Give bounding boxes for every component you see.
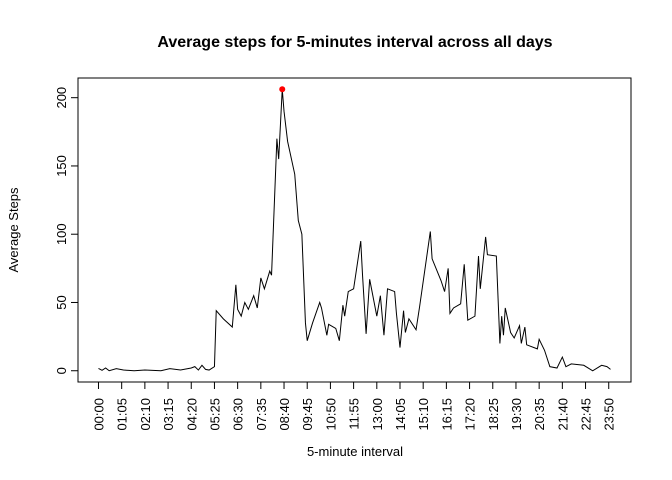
- x-tick-label: 06:30: [231, 398, 246, 431]
- x-tick-label: 20:35: [532, 398, 547, 431]
- x-tick-label: 05:25: [207, 398, 222, 431]
- y-tick-label: 150: [54, 155, 69, 177]
- x-tick-label: 16:15: [439, 398, 454, 431]
- plot-box: [77, 77, 632, 383]
- x-tick-label: 02:10: [138, 398, 153, 431]
- y-tick-label: 100: [54, 223, 69, 245]
- x-tick-label: 21:40: [555, 398, 570, 431]
- data-line: [98, 89, 611, 372]
- y-tick-label: 200: [54, 87, 69, 109]
- chart-title: Average steps for 5-minutes interval acr…: [157, 34, 552, 51]
- y-axis-label: Average Steps: [6, 187, 21, 273]
- x-tick-label: 11:55: [347, 398, 362, 430]
- x-tick-label: 03:15: [161, 398, 176, 431]
- x-axis-label: 5-minute interval: [307, 444, 403, 459]
- x-tick-label: 08:40: [277, 398, 292, 431]
- x-tick-label: 23:50: [602, 398, 617, 431]
- y-tick-label: 0: [54, 367, 69, 374]
- x-tick-label: 13:00: [370, 398, 385, 431]
- x-tick-label: 09:45: [300, 398, 315, 431]
- max-point: [279, 86, 286, 93]
- x-tick-label: 22:45: [579, 398, 594, 431]
- x-tick-label: 07:35: [254, 398, 269, 431]
- x-tick-label: 18:25: [486, 398, 501, 431]
- x-tick-label: 01:05: [115, 398, 130, 431]
- x-tick-label: 19:30: [509, 398, 524, 431]
- x-tick-label: 17:20: [463, 398, 478, 431]
- x-tick-label: 10:50: [323, 398, 338, 431]
- y-tick-label: 50: [54, 295, 69, 309]
- x-tick-label: 15:10: [416, 398, 431, 431]
- x-tick-label: 14:05: [393, 398, 408, 431]
- x-tick-label: 00:00: [91, 398, 106, 431]
- x-tick-label: 04:20: [184, 398, 199, 431]
